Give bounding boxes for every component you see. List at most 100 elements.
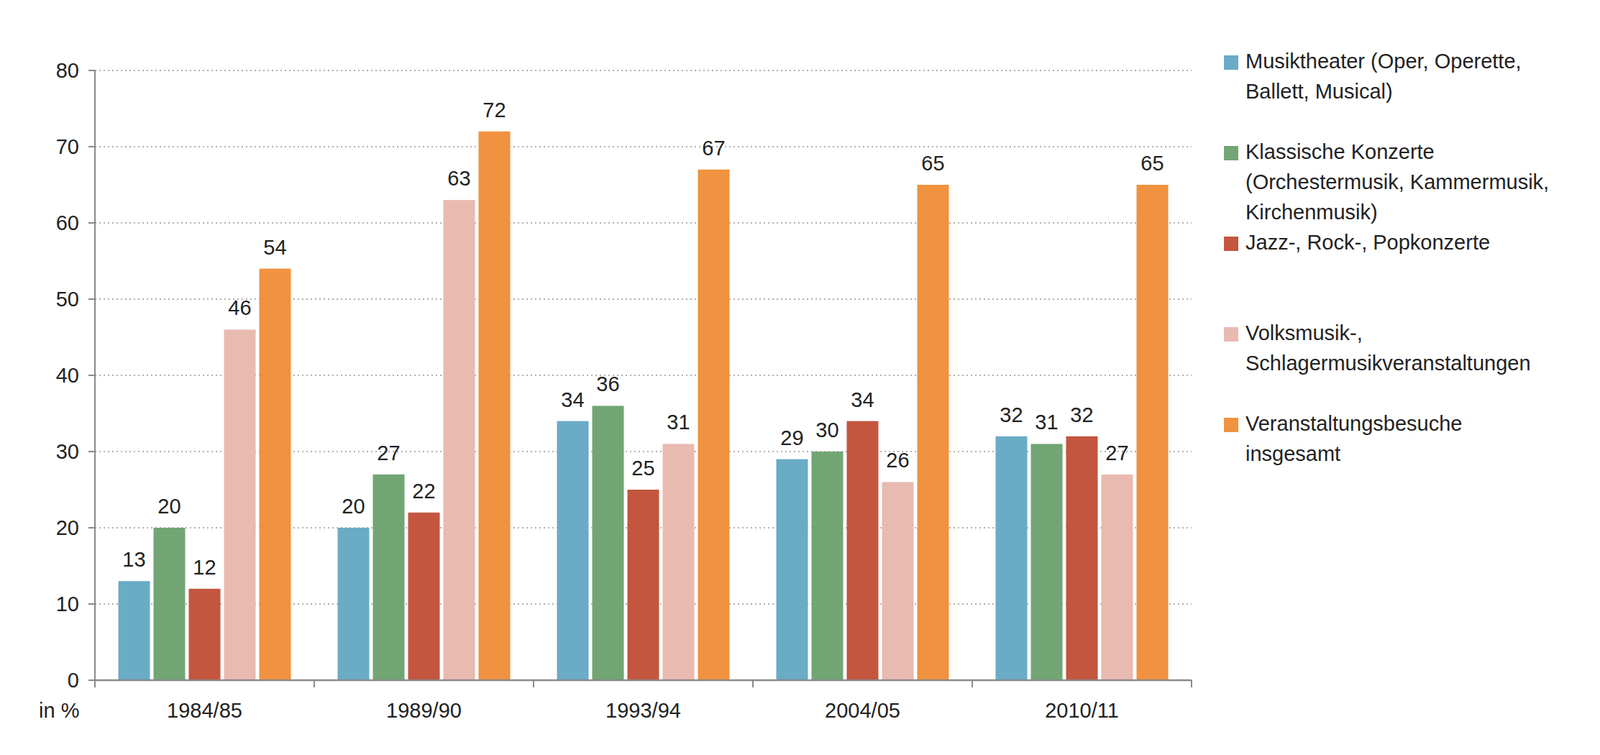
y-tick — [88, 450, 95, 453]
bar — [776, 459, 809, 681]
data-label: 32 — [999, 403, 1023, 427]
legend-item: Jazz-, Rock-, Popkonzerte — [1223, 227, 1562, 258]
data-label: 31 — [1034, 410, 1058, 434]
data-label: 46 — [227, 296, 251, 320]
x-tick — [532, 680, 535, 688]
data-label: 25 — [631, 456, 655, 480]
grid-line — [94, 69, 1192, 72]
x-tick-label: 1993/94 — [605, 698, 681, 722]
data-label: 34 — [560, 388, 584, 412]
bar — [259, 268, 292, 681]
bar — [698, 169, 730, 681]
data-label: 31 — [666, 410, 690, 434]
bar — [995, 436, 1028, 681]
legend-item: Veranstaltungsbesuche insgesamt — [1223, 408, 1562, 469]
y-tick-label: 40 — [56, 363, 80, 387]
data-label: 22 — [412, 479, 436, 503]
bar — [443, 199, 476, 681]
bars — [118, 131, 1169, 681]
data-label: 29 — [780, 426, 804, 450]
y-tick — [88, 603, 95, 605]
x-tick-label: 1984/85 — [166, 698, 243, 722]
data-label: 54 — [263, 235, 287, 259]
bar — [592, 405, 625, 681]
x-tick — [971, 680, 973, 688]
grid-line — [94, 222, 1192, 224]
bar — [917, 184, 950, 681]
data-labels: 13 20 34 29 32 20 27 36 30 31 12 22 25 34 32 46 63 31 26 27… — [122, 98, 1164, 579]
bar — [1136, 184, 1169, 681]
bar — [811, 451, 844, 681]
legend-label: Klassische Konzerte (Orchestermusik, Kam… — [1245, 136, 1562, 228]
y-label: in % — [38, 698, 80, 722]
x-tick — [94, 680, 96, 688]
bar — [118, 581, 151, 681]
data-label: 63 — [447, 166, 471, 190]
bar — [337, 527, 370, 681]
data-label: 27 — [1105, 441, 1129, 465]
data-label: 26 — [885, 448, 909, 472]
legend-label: Musiktheater (Oper, Operette, Ballett, M… — [1245, 46, 1562, 107]
x-tick-label: 2010/11 — [1044, 698, 1119, 722]
data-label: 34 — [850, 388, 874, 412]
y-tick-label: 70 — [56, 135, 80, 159]
bar — [663, 443, 695, 681]
x-tick — [313, 680, 315, 688]
legend-item: Musiktheater (Oper, Operette, Ballett, M… — [1223, 46, 1562, 107]
grid-line — [94, 679, 1192, 681]
bar — [557, 421, 589, 681]
data-label: 65 — [1140, 151, 1164, 175]
y-tick-label: 10 — [56, 592, 80, 616]
bar — [1101, 474, 1134, 681]
grid-line — [94, 145, 1192, 148]
legend-label: Jazz-, Rock-, Popkonzerte — [1245, 227, 1562, 258]
legend-swatch — [1223, 236, 1239, 251]
y-tick — [88, 145, 95, 148]
y-tick-label: 20 — [56, 516, 80, 540]
bar — [408, 512, 441, 681]
y-tick — [88, 527, 95, 529]
bar — [153, 527, 186, 681]
bar — [847, 421, 879, 681]
data-label: 27 — [376, 441, 400, 465]
x-tick-label: 1989/90 — [386, 698, 462, 722]
y-tick — [88, 69, 95, 72]
bar — [478, 131, 511, 681]
data-label: 12 — [192, 555, 216, 579]
legend-item: Volksmusik-, Schlagermusikveranstaltunge… — [1223, 317, 1562, 379]
bar — [1066, 436, 1099, 681]
data-label: 20 — [157, 494, 181, 518]
bar — [373, 474, 405, 681]
data-label: 67 — [701, 136, 725, 160]
legend-swatch — [1223, 327, 1239, 342]
y-tick-label: 0 — [67, 668, 80, 692]
data-label: 20 — [341, 494, 365, 518]
y-tick-label: 50 — [56, 287, 80, 311]
x-tick-label: 2004/05 — [824, 698, 901, 722]
data-label: 72 — [482, 98, 506, 122]
data-label: 13 — [122, 547, 146, 571]
y-tick — [88, 374, 95, 377]
bar — [627, 489, 660, 681]
legend-swatch — [1223, 417, 1239, 433]
x-tick — [752, 680, 754, 688]
y-tick-label: 30 — [56, 440, 80, 464]
y-axis — [94, 70, 96, 681]
bar — [882, 481, 914, 681]
y-tick-label: 80 — [56, 58, 80, 82]
data-label: 30 — [815, 418, 839, 442]
legend-swatch — [1223, 145, 1239, 161]
legend-label: Volksmusik-, Schlagermusikveranstaltunge… — [1245, 317, 1562, 379]
y-tick-label: 60 — [56, 211, 80, 235]
legend-swatch — [1223, 55, 1239, 70]
legend-item: Klassische Konzerte (Orchestermusik, Kam… — [1223, 136, 1562, 228]
bar — [1031, 443, 1063, 681]
y-tick — [88, 679, 95, 681]
x-axis — [94, 679, 1192, 682]
data-label: 32 — [1070, 403, 1094, 427]
bar — [224, 329, 256, 681]
bar — [189, 588, 221, 681]
data-label: 36 — [596, 372, 620, 396]
data-label: 65 — [921, 151, 945, 175]
x-tick — [1190, 680, 1193, 688]
